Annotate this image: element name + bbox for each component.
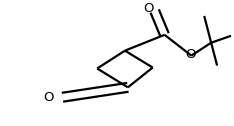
Text: O: O	[43, 91, 54, 104]
Text: O: O	[143, 2, 154, 14]
Text: O: O	[185, 48, 196, 61]
